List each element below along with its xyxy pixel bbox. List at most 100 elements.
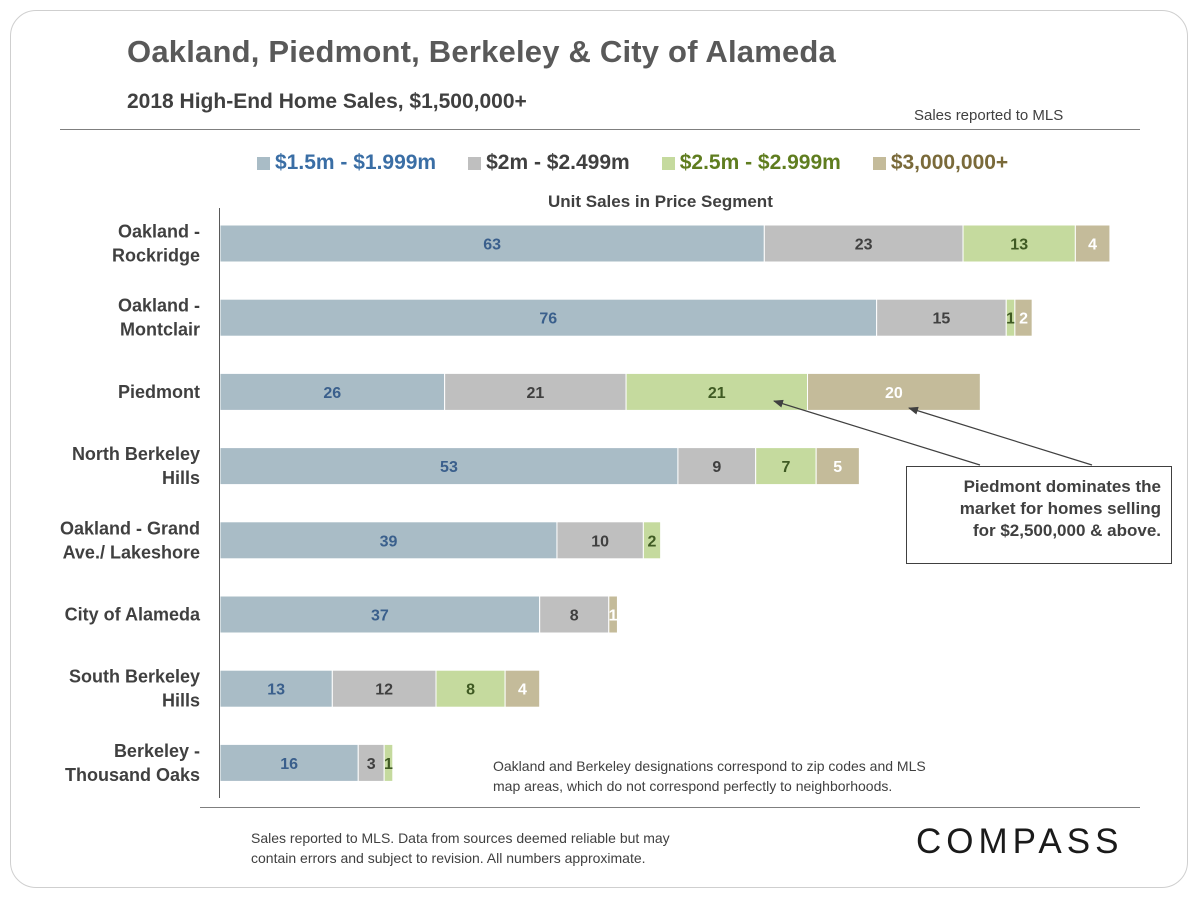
bar-segment: [219, 372, 446, 411]
data-label: 4: [1088, 237, 1097, 254]
category-label: Oakland - Montclair: [118, 296, 200, 340]
data-label: 9: [712, 459, 721, 476]
data-label: 2: [648, 533, 657, 550]
data-label: 16: [280, 756, 298, 773]
bar-segment: [383, 743, 394, 782]
data-label: 26: [323, 385, 341, 402]
bar-segment: [219, 224, 765, 263]
category-label: Berkeley - Thousand Oaks: [65, 741, 200, 785]
arrow-to-piedmont-seg4: [908, 406, 1093, 466]
category-label-line: South Berkeley: [69, 667, 200, 687]
bar-segment: [219, 298, 878, 337]
data-label: 63: [483, 237, 501, 254]
bar-segment: [1014, 298, 1033, 337]
data-label: 1: [384, 756, 393, 773]
annotation-box: Piedmont dominates the market for homes …: [906, 466, 1172, 564]
arrow-to-piedmont-seg3: [773, 399, 981, 466]
bar-segment: [1074, 224, 1111, 263]
bar-segment: [219, 595, 541, 634]
legend-label-seg4: $3,000,000+: [890, 151, 1009, 174]
data-label: 4: [518, 682, 527, 699]
data-label: 2: [1019, 311, 1028, 328]
bar-segment: [444, 372, 627, 411]
legend-item-seg4: $3,000,000+: [872, 151, 1009, 175]
legend-item-seg1: $1.5m - $1.999m: [257, 151, 436, 175]
legend-label-seg3: $2.5m - $2.999m: [679, 151, 841, 174]
data-label: 12: [375, 682, 393, 699]
bar-segment: [357, 743, 385, 782]
data-label: 13: [1010, 237, 1028, 254]
annotation-line: for $2,500,000 & above.: [972, 521, 1161, 540]
data-label: 21: [526, 385, 544, 402]
data-label: 3: [367, 756, 376, 773]
legend-item-seg3: $2.5m - $2.999m: [661, 151, 841, 175]
annotation-line: market for homes selling: [959, 499, 1161, 518]
bar-segment: [219, 521, 558, 560]
data-label: 20: [885, 385, 903, 402]
category-label: Oakland - Grand Ave./ Lakeshore: [60, 518, 200, 562]
category-label-line: North Berkeley: [72, 444, 200, 464]
legend-swatch-seg2: [468, 156, 482, 170]
data-label: 13: [267, 682, 285, 699]
category-label-line: Hills: [162, 691, 200, 711]
category-label: North Berkeley Hills: [72, 444, 200, 488]
data-label: 39: [380, 533, 398, 550]
bar-segment: [539, 595, 610, 634]
category-label: Piedmont: [118, 382, 200, 402]
annotation-arrows: [773, 399, 1093, 466]
chart-subtitle: 2018 High-End Home Sales, $1,500,000+: [127, 90, 527, 113]
compass-logo: COMPASS: [916, 822, 1124, 861]
legend-item-seg2: $2m - $2.499m: [468, 151, 630, 175]
data-label: 1: [1006, 311, 1015, 328]
data-label: 76: [539, 311, 557, 328]
chart-title: Oakland, Piedmont, Berkeley & City of Al…: [127, 34, 836, 69]
category-label-line: Thousand Oaks: [65, 765, 200, 785]
data-label: 37: [371, 608, 389, 625]
legend-swatch-seg1: [257, 156, 270, 170]
category-label-line: Piedmont: [118, 382, 200, 402]
data-label: 1: [609, 608, 618, 625]
category-label-line: Oakland - Grand: [60, 518, 200, 538]
data-label: 7: [781, 459, 790, 476]
bar-segment: [815, 447, 860, 486]
category-label-line: City of Alameda: [65, 605, 201, 625]
data-label: 15: [933, 311, 951, 328]
source-note: Sales reported to MLS: [914, 107, 1064, 124]
data-label: 5: [833, 459, 842, 476]
bar-segment: [556, 521, 644, 560]
bottom-divider: [200, 807, 1140, 808]
bar-segment: [755, 447, 817, 486]
legend: $1.5m - $1.999m $2m - $2.499m $2.5m - $2…: [257, 151, 1008, 175]
top-divider: [60, 129, 1140, 130]
category-label-line: Rockridge: [112, 246, 200, 266]
data-label: 8: [466, 682, 475, 699]
category-label-line: Hills: [162, 468, 200, 488]
bar-segment: [608, 595, 618, 634]
legend-label-seg1: $1.5m - $1.999m: [275, 151, 437, 174]
bar-segment: [331, 669, 437, 708]
category-label-line: Montclair: [120, 320, 200, 340]
bar-segment: [219, 447, 679, 486]
data-label: 8: [570, 608, 579, 625]
bar-segment: [642, 521, 662, 560]
category-label: South Berkeley Hills: [69, 667, 200, 711]
category-label-line: Oakland -: [118, 296, 200, 316]
category-label: Oakland - Rockridge: [112, 222, 200, 266]
legend-swatch-seg3: [661, 156, 675, 170]
zip-code-note: Oakland and Berkeley designations corres…: [493, 756, 926, 796]
bar-segment: [807, 372, 981, 411]
data-label: 23: [855, 237, 873, 254]
bar-segment: [435, 669, 506, 708]
footer-line: contain errors and subject to revision. …: [251, 850, 646, 866]
legend-swatch-seg4: [872, 156, 886, 170]
data-label: 53: [440, 459, 458, 476]
legend-label-seg2: $2m - $2.499m: [486, 151, 630, 174]
category-label-line: Ave./ Lakeshore: [63, 542, 200, 562]
axis-title: Unit Sales in Price Segment: [548, 192, 773, 211]
zip-note-line: map areas, which do not correspond perfe…: [493, 778, 893, 794]
data-label: 21: [708, 385, 726, 402]
annotation-line: Piedmont dominates the: [963, 477, 1161, 496]
bar-segment: [677, 447, 757, 486]
